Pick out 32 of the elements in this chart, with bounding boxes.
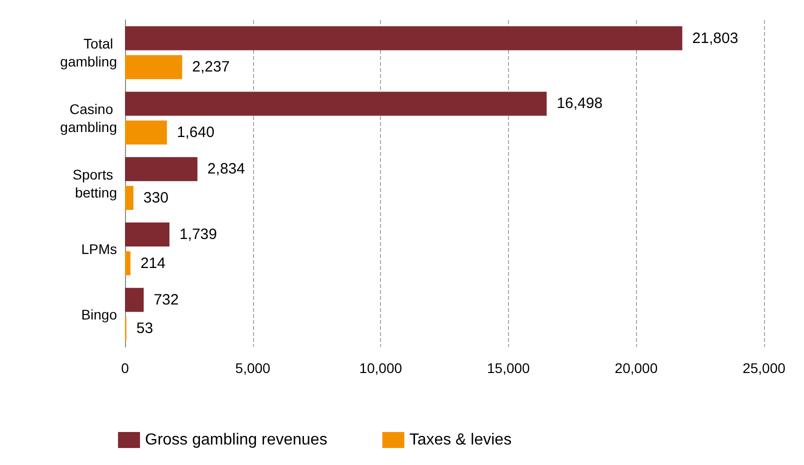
y-tick-label: LPMs	[81, 240, 117, 257]
data-label: 53	[136, 320, 154, 338]
y-tick-label: Total gambling	[60, 36, 117, 70]
data-label: 1,640	[176, 124, 214, 141]
x-tick-label: 20,000	[614, 360, 658, 376]
bar	[125, 157, 198, 182]
data-label: 214	[140, 254, 166, 272]
data-label: 330	[143, 189, 168, 206]
bar	[125, 222, 170, 246]
y-tick-label: Bingo	[81, 306, 118, 322]
data-label: 732	[154, 291, 179, 308]
data-label: 2,237	[192, 58, 230, 76]
bar	[125, 288, 144, 312]
x-tick-label: 0	[121, 360, 130, 376]
bar	[125, 55, 182, 80]
x-tick-label: 25,000	[742, 360, 786, 376]
y-tick-label: Casino gambling	[60, 101, 117, 136]
x-tick-label: 10,000	[359, 360, 402, 376]
bar	[125, 120, 167, 144]
bar	[125, 186, 134, 210]
bar	[125, 26, 682, 50]
bar	[125, 251, 130, 276]
data-label: 2,834	[207, 160, 245, 178]
data-label: 21,803	[692, 30, 738, 47]
legend-label: Gross gambling revenues	[145, 432, 328, 448]
legend-label: Taxes & levies	[409, 432, 512, 448]
x-tick-label: 15,000	[486, 360, 530, 376]
x-tick-label: 5,000	[235, 360, 271, 376]
y-tick-label: Sports betting	[72, 166, 117, 200]
data-label: 16,498	[556, 95, 603, 112]
bar	[125, 92, 547, 116]
data-label: 1,739	[179, 226, 217, 243]
